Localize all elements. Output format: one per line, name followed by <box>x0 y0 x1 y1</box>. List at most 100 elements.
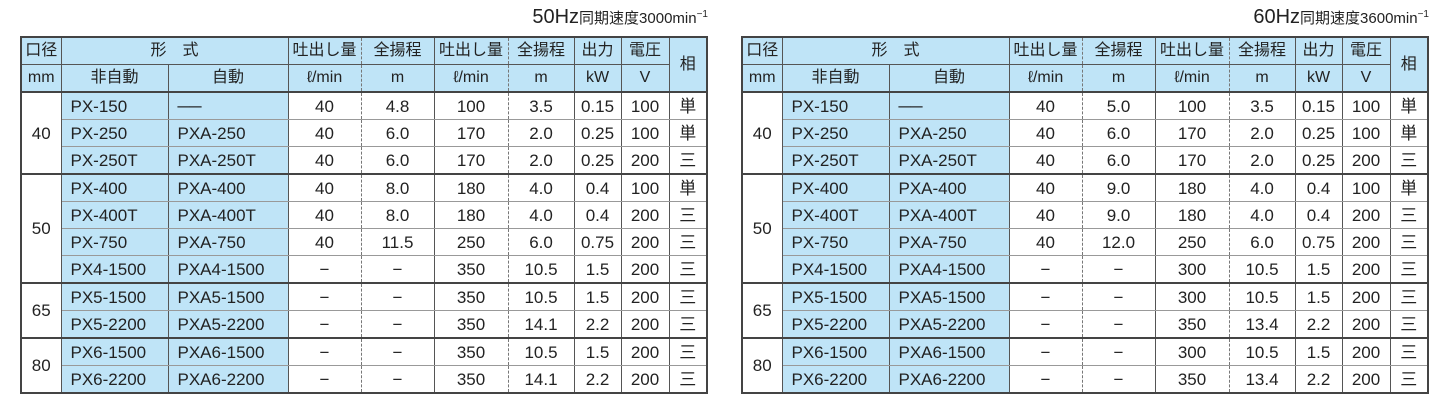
head-a: 6.0 <box>360 146 435 175</box>
model-auto: PXA-750 <box>167 228 289 256</box>
flow-a: 40 <box>1008 119 1083 147</box>
header-head-unit-2: m <box>1228 64 1296 93</box>
model-auto: PXA6-2200 <box>888 365 1010 394</box>
head-b: 10.5 <box>507 255 575 284</box>
bore-size: 80 <box>741 337 783 394</box>
model-manual: PX5-2200 <box>60 310 169 339</box>
head-b: 4.0 <box>1228 173 1296 202</box>
table-row: 80 PX6-1500 PXA6-1500− −300 10.5 1.5 200 三 <box>741 337 1429 394</box>
flow-b: 180 <box>1154 173 1230 202</box>
output-kw: 1.5 <box>1294 282 1343 311</box>
model-manual: PX-250T <box>60 146 169 175</box>
header-output-unit: kW <box>573 64 622 93</box>
voltage: 200 <box>620 282 670 311</box>
head-a: 6.0 <box>360 119 435 147</box>
flow-a: 40 <box>287 173 362 202</box>
frequency: 50Hz <box>532 6 580 28</box>
flow-b: 100 <box>1154 91 1230 120</box>
model-auto: PXA-250 <box>888 119 1010 147</box>
flow-a: − <box>287 255 362 284</box>
output-kw: 1.5 <box>1294 337 1343 366</box>
table-row: PX-250T PXA-250T 40 6.0 170 2.0 0.25 200 三 <box>742 146 1429 175</box>
table-row: PX-400T PXA-400T 40 8.0 180 4.0 0.4 200 三 <box>21 201 708 229</box>
header-phase: 相 <box>1389 36 1429 93</box>
header-voltage: 電圧 <box>620 36 670 65</box>
output-kw: 0.75 <box>1294 228 1343 256</box>
flow-b: 180 <box>433 201 509 229</box>
head-b: 2.0 <box>1228 146 1296 175</box>
flow-a: 40 <box>1008 201 1083 229</box>
phase: 三 <box>668 255 708 284</box>
output-kw: 0.4 <box>1294 201 1343 229</box>
head-a: − <box>1081 282 1156 311</box>
flow-b: 170 <box>1154 119 1230 147</box>
flow-b: 300 <box>1154 337 1230 366</box>
flow-a: 40 <box>1008 146 1083 175</box>
phase: 三 <box>668 201 708 229</box>
model-manual: PX-400T <box>60 201 169 229</box>
header-flow-unit: ℓ/min <box>1008 64 1083 93</box>
phase: 三 <box>668 337 708 366</box>
head-a: − <box>1081 337 1156 366</box>
head-b: 2.0 <box>507 119 575 147</box>
flow-a: 40 <box>287 119 362 147</box>
flow-a: 40 <box>287 146 362 175</box>
header-output: 出力 <box>573 36 622 65</box>
flow-a: − <box>287 365 362 394</box>
header-bore-unit: mm <box>20 64 62 93</box>
head-a: 11.5 <box>360 228 435 256</box>
head-a: 9.0 <box>1081 201 1156 229</box>
output-kw: 0.25 <box>573 146 622 175</box>
voltage: 200 <box>1341 228 1391 256</box>
table-row: 65 PX5-1500 PXA5-1500− −350 10.5 1.5 200 三 <box>20 282 708 339</box>
table-row: 40 PX-150 ── 40 4.8 100 3.5 0.15 100 単 <box>20 91 708 175</box>
head-a: 5.0 <box>1081 91 1156 120</box>
voltage: 200 <box>1341 255 1391 284</box>
model-auto: PXA6-1500 <box>888 337 1010 366</box>
bore-size: 80 <box>20 337 62 394</box>
table-row: PX6-2200 PXA6-2200− −350 14.1 2.2 200 三 <box>21 365 708 394</box>
head-a: 4.8 <box>360 91 435 120</box>
table-row: 40 PX-150 ── 40 5.0 100 3.5 0.15 100 単 <box>741 91 1429 175</box>
table-row: 50 PX-400 PXA-400 40 8.0 180 4.0 0.4 100 単 <box>20 173 708 284</box>
flow-a: − <box>287 282 362 311</box>
output-kw: 1.5 <box>573 255 622 284</box>
head-a: 8.0 <box>360 201 435 229</box>
model-auto: PXA-250T <box>167 146 289 175</box>
output-kw: 0.25 <box>1294 119 1343 147</box>
bore-size: 65 <box>20 282 62 339</box>
header-voltage-unit: V <box>620 64 670 93</box>
header-flow-2: 吐出し量 <box>1154 36 1230 65</box>
flow-b: 180 <box>433 173 509 202</box>
phase: 単 <box>668 91 708 120</box>
model-manual: PX5-2200 <box>781 310 890 339</box>
model-auto: ── <box>167 91 289 120</box>
phase: 三 <box>1389 337 1429 366</box>
model-manual: PX-750 <box>781 228 890 256</box>
head-b: 3.5 <box>507 91 575 120</box>
model-auto: PXA5-2200 <box>888 310 1010 339</box>
flow-a: 40 <box>1008 91 1083 120</box>
flow-a: − <box>1008 365 1083 394</box>
voltage: 200 <box>620 337 670 366</box>
head-a: − <box>360 337 435 366</box>
sync-speed: 同期速度3600min <box>1300 10 1418 27</box>
header-output-unit: kW <box>1294 64 1343 93</box>
header-manual: 非自動 <box>781 64 890 93</box>
flow-a: − <box>1008 310 1083 339</box>
head-a: 6.0 <box>1081 119 1156 147</box>
header-flow-unit-2: ℓ/min <box>433 64 509 93</box>
flow-b: 350 <box>433 337 509 366</box>
voltage: 100 <box>620 173 670 202</box>
table-row: PX4-1500 PXA4-1500− −350 10.5 1.5 200 三 <box>21 255 708 284</box>
model-manual: PX-250 <box>60 119 169 147</box>
model-manual: PX6-1500 <box>60 337 169 366</box>
header-model: 形 式 <box>781 36 1010 65</box>
spec-table: 口径 形 式 吐出し量 全揚程 吐出し量 全揚程 出力 電圧 相 mm 非自動 … <box>20 36 708 394</box>
voltage: 100 <box>1341 91 1391 120</box>
head-b: 14.1 <box>507 310 575 339</box>
head-b: 6.0 <box>1228 228 1296 256</box>
output-kw: 2.2 <box>573 310 622 339</box>
voltage: 200 <box>1341 201 1391 229</box>
head-b: 10.5 <box>1228 255 1296 284</box>
